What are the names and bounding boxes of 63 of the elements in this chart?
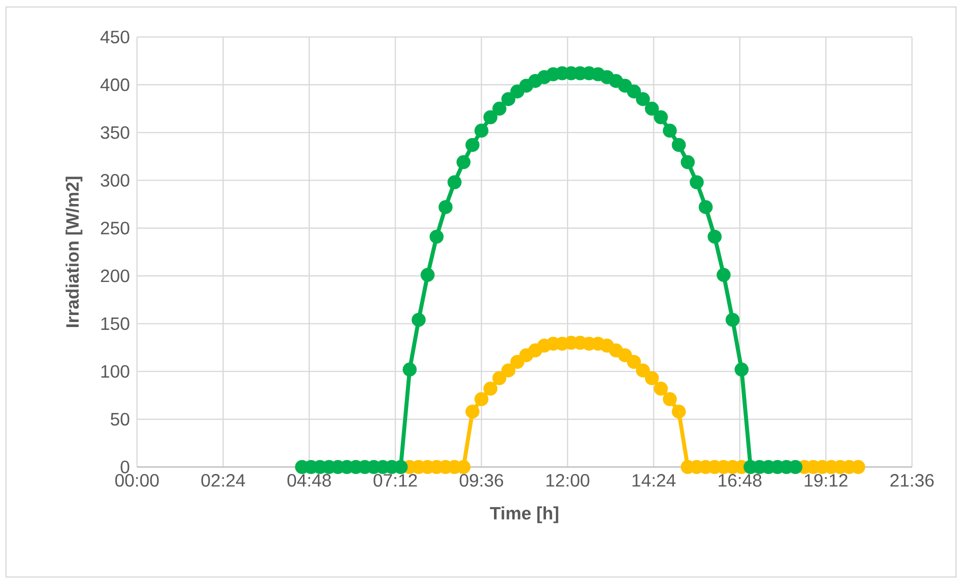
- point: [662, 392, 677, 406]
- point: [501, 363, 516, 378]
- y-tick-label: 50: [110, 412, 130, 426]
- x-axis-title: Time [h]: [490, 506, 558, 524]
- point: [644, 102, 659, 116]
- x-tick-label: 07:12: [374, 474, 417, 487]
- point: [654, 382, 668, 396]
- point: [698, 200, 713, 214]
- point: [734, 362, 749, 377]
- point: [626, 84, 641, 98]
- point: [644, 371, 659, 386]
- point: [492, 102, 506, 116]
- point: [726, 312, 740, 327]
- y-tick-label: 400: [100, 78, 130, 92]
- point: [626, 354, 641, 369]
- point: [716, 268, 731, 282]
- point: [483, 382, 498, 396]
- point: [465, 404, 480, 419]
- point: [636, 92, 650, 106]
- point: [456, 155, 471, 170]
- point: [690, 175, 704, 190]
- point: [474, 124, 488, 138]
- point: [420, 268, 435, 282]
- point: [501, 92, 516, 106]
- x-tick-label: 14:24: [632, 474, 676, 487]
- point: [600, 338, 614, 353]
- point: [672, 138, 686, 152]
- x-tick-label: 02:24: [201, 474, 246, 487]
- point: [438, 200, 453, 214]
- point: [465, 138, 480, 152]
- x-tick-label: 09:36: [460, 474, 504, 487]
- y-tick-label: 350: [100, 126, 130, 139]
- point: [618, 348, 632, 362]
- point: [636, 363, 650, 378]
- y-tick-label: 100: [101, 365, 130, 378]
- point: [483, 110, 498, 124]
- point: [708, 230, 722, 244]
- x-tick-label: 04:48: [287, 474, 331, 487]
- x-tick-label: 21:36: [890, 474, 934, 487]
- y-tick-label: 250: [100, 222, 130, 234]
- point: [402, 362, 417, 377]
- point: [662, 124, 677, 138]
- point: [448, 175, 462, 190]
- y-axis-title: Irradiation [W/m2]: [66, 176, 82, 328]
- point: [680, 155, 695, 170]
- point: [654, 110, 668, 124]
- point: [510, 354, 524, 369]
- point: [510, 84, 524, 98]
- x-tick-label: 16:48: [718, 474, 762, 487]
- y-tick-label: 0: [120, 460, 130, 474]
- point: [618, 78, 632, 93]
- point: [474, 392, 488, 406]
- y-tick-label: 150: [101, 317, 130, 330]
- point: [430, 230, 444, 244]
- point: [412, 312, 426, 327]
- x-tick-label: 12:00: [546, 474, 590, 487]
- y-tick-label: 450: [100, 30, 130, 44]
- y-tick-label: 200: [100, 270, 130, 282]
- point: [672, 404, 686, 419]
- x-tick-label: 19:12: [804, 474, 848, 487]
- point: [492, 371, 506, 386]
- x-tick-label: 00:00: [115, 474, 159, 487]
- y-tick-label: 300: [100, 174, 130, 187]
